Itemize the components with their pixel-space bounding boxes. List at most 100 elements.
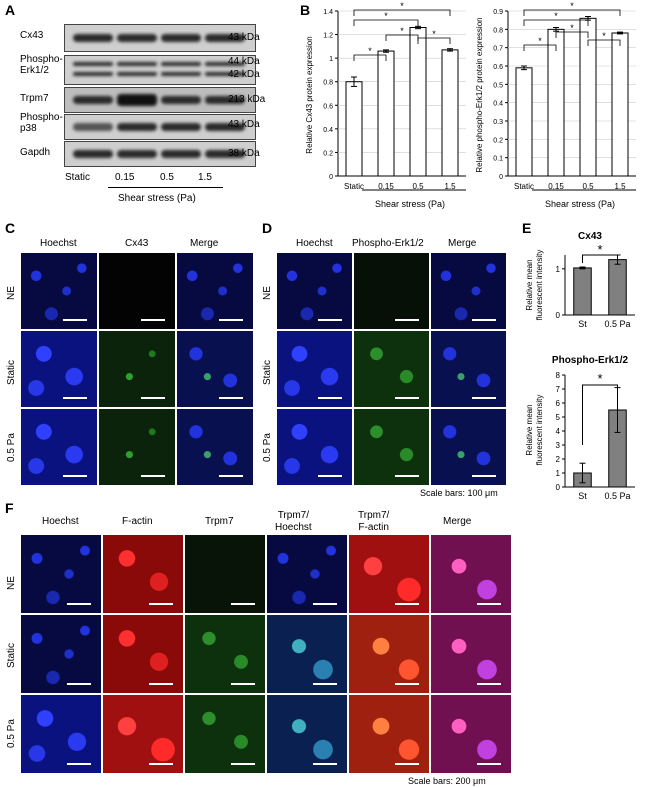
y-tick-label: 0.1 <box>493 156 503 163</box>
y-tick-label: 0 <box>556 483 561 492</box>
bracket <box>555 31 589 38</box>
f-img-05-trpm7-factin <box>348 694 430 774</box>
f-row-ne: NE <box>6 576 17 590</box>
c-header-cx43: Cx43 <box>125 238 149 249</box>
f-img-05-trpm7 <box>184 694 266 774</box>
x-tick-label: 0.5 <box>412 182 424 191</box>
d-img-05-hoechst <box>276 408 353 486</box>
bracket <box>582 384 618 445</box>
c-row-static: Static <box>6 359 17 385</box>
f-img-ne-merge <box>430 534 512 614</box>
blot-pp38 <box>64 114 256 140</box>
y-tick-label: 0 <box>499 174 503 181</box>
d-header-merge: Merge <box>448 238 477 249</box>
f-row-05pa: 0.5 Pa <box>6 719 17 748</box>
significance-star: * <box>368 46 372 56</box>
bracket <box>353 54 387 61</box>
panel-label-a: A <box>5 2 16 18</box>
y-tick-label: 1 <box>556 265 561 274</box>
significance-star: * <box>602 31 606 41</box>
y-tick-label: 1 <box>329 56 333 63</box>
y-tick-label: 8 <box>556 371 561 380</box>
bar <box>515 67 533 177</box>
blot-label-perk: Phospho- Erk1/2 <box>20 54 63 76</box>
bar <box>611 32 629 177</box>
chart-e-cx43: Cx43 0 1 St 0.5 Pa Relative mean fluorescent i… <box>525 231 635 329</box>
y-tick-label: 4 <box>556 427 561 436</box>
d-header-hoechst: Hoechst <box>296 238 333 249</box>
d-row-static: Static <box>262 359 273 385</box>
chart-b-perk: 0 0.1 0.2 0.3 0.4 0.5 0.6 0.7 0.8 0.9 Static 0.15 0.… <box>475 1 636 209</box>
d-img-static-hoechst <box>276 330 353 408</box>
d-img-05-merge <box>430 408 507 486</box>
significance-star: * <box>432 29 436 39</box>
d-img-ne-perk <box>353 252 430 330</box>
y-axis-label: fluorescent intensity <box>535 395 544 466</box>
blot-cond-15: 1.5 <box>198 172 212 183</box>
d-img-ne-merge <box>430 252 507 330</box>
chart-b-cx43: 0 0.2 0.4 0.6 0.8 1 1.2 1.4 Static 0.15 0.5 1.5 Rela… <box>305 1 466 209</box>
f-header-trpm7: Trpm7 <box>205 516 234 527</box>
bracket <box>353 9 451 16</box>
x-tick-label: 1.5 <box>444 182 456 191</box>
y-axis-label: Relative mean <box>525 404 534 455</box>
d-row-ne: NE <box>262 286 273 300</box>
bar <box>441 49 459 177</box>
y-tick-label: 0.8 <box>323 80 333 87</box>
d-header-perk: Phospho-Erk1/2 <box>352 238 424 249</box>
c-img-ne-cx43 <box>98 252 176 330</box>
bar <box>345 81 363 177</box>
blot-x-line <box>108 187 223 188</box>
y-tick-label: 0.7 <box>493 46 503 53</box>
f-img-05-hoechst <box>20 694 102 774</box>
panel-label-b: B <box>300 2 311 18</box>
f-img-05-merge <box>430 694 512 774</box>
bracket <box>587 39 621 46</box>
blot-label-cx43: Cx43 <box>20 30 44 41</box>
x-tick-label: 0.15 <box>378 182 394 191</box>
y-axis-label: Relative phospho-Erk1/2 protein expressi… <box>475 17 484 172</box>
significance-star: * <box>554 11 558 21</box>
kda-trpm7: 213 kDa <box>228 94 266 105</box>
bracket <box>523 19 589 26</box>
y-tick-label: 0.6 <box>493 64 503 71</box>
c-img-static-merge <box>176 330 254 408</box>
x-tick-label: 1.5 <box>614 182 626 191</box>
significance-star: * <box>384 11 388 21</box>
bracket <box>523 9 621 16</box>
y-tick-label: 2 <box>556 455 561 464</box>
f-img-static-hoechst <box>20 614 102 694</box>
y-tick-label: 7 <box>556 385 561 394</box>
c-img-05-hoechst <box>20 408 98 486</box>
f-img-static-trpm7-hoechst <box>266 614 348 694</box>
bar <box>608 259 627 316</box>
x-tick-label: 0.5 <box>582 182 594 191</box>
y-tick-label: 5 <box>556 413 561 422</box>
f-header-trpm7-hoechst: Trpm7/ Hoechst <box>275 510 312 533</box>
f-img-static-trpm7 <box>184 614 266 694</box>
y-axis-label: fluorescent intensity <box>535 250 544 321</box>
c-row-ne: NE <box>6 286 17 300</box>
panel-label-f: F <box>5 500 14 516</box>
d-img-ne-hoechst <box>276 252 353 330</box>
y-tick-label: 0.4 <box>323 127 333 134</box>
chart-e-perk: Phospho-Erk1/2 0 1 2 3 4 5 6 7 8 St 0.5 Pa Relative … <box>525 355 635 500</box>
y-tick-label: 0.6 <box>323 103 333 110</box>
c-img-ne-merge <box>176 252 254 330</box>
chart-title: Phospho-Erk1/2 <box>552 355 629 366</box>
blot-cx43 <box>64 24 256 52</box>
y-tick-label: 0.2 <box>323 150 333 157</box>
c-header-merge: Merge <box>190 238 219 249</box>
y-tick-label: 1 <box>556 469 561 478</box>
kda-gapdh: 38 kDa <box>228 148 260 159</box>
panel-b-charts: 0 0.2 0.4 0.6 0.8 1 1.2 1.4 Static 0.15 0.5 1.5 Rela… <box>305 1 636 209</box>
f-img-ne-trpm7-factin <box>348 534 430 614</box>
y-tick-label: 3 <box>556 441 561 450</box>
f-img-static-merge <box>430 614 512 694</box>
blot-cond-05: 0.5 <box>160 172 174 183</box>
f-img-ne-trpm7-hoechst <box>266 534 348 614</box>
y-tick-label: 0 <box>329 174 333 181</box>
blot-label-pp38: Phospho- p38 <box>20 112 63 134</box>
panel-label-e: E <box>522 220 532 236</box>
